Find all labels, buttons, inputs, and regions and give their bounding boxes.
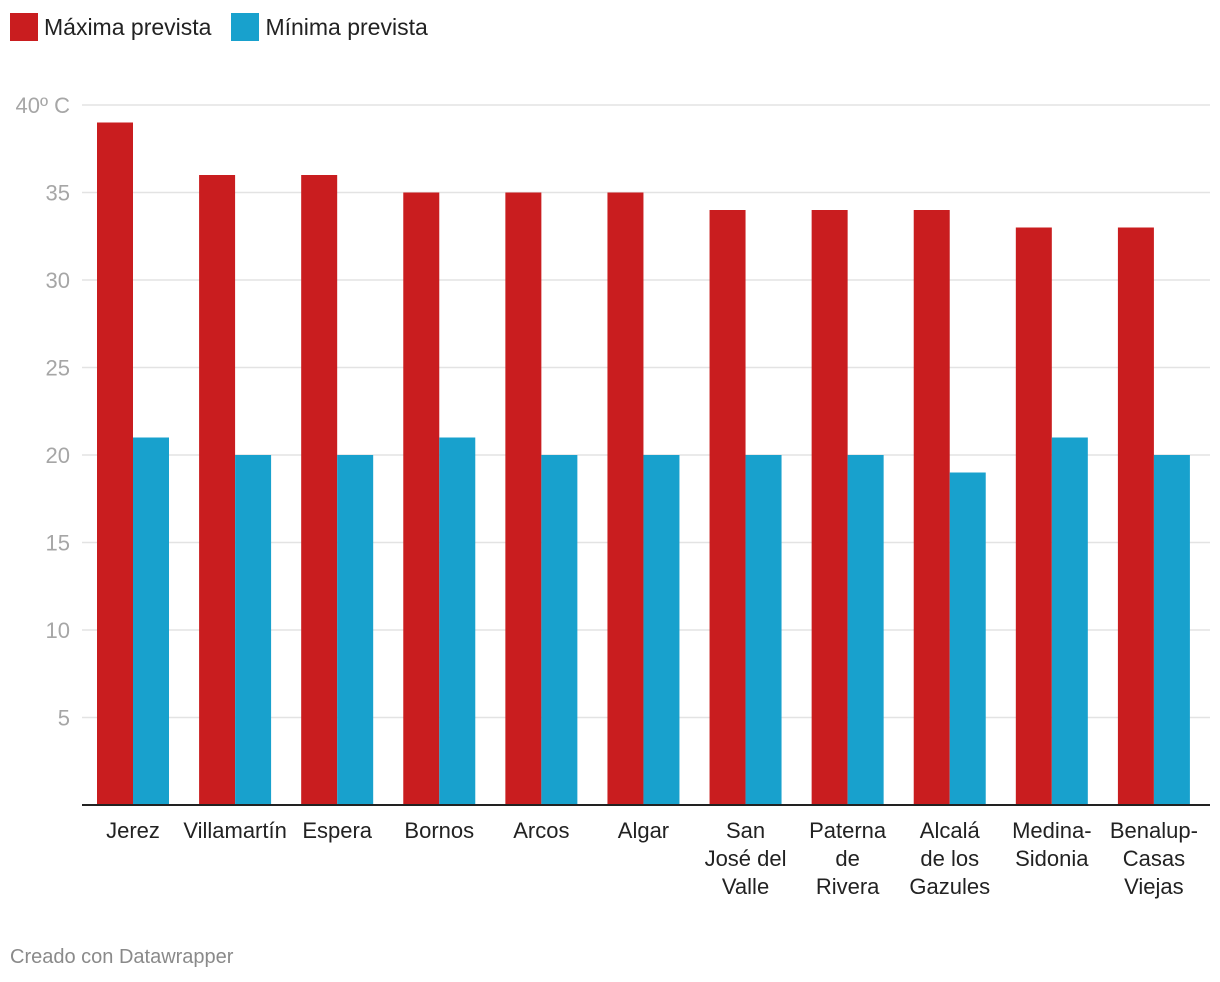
y-tick-label: 30 bbox=[46, 268, 70, 293]
x-tick-label: Paterna de Rivera bbox=[809, 818, 887, 899]
bar-maxima bbox=[1117, 227, 1154, 805]
bar-minima bbox=[847, 455, 884, 805]
legend-item-maxima: Máxima prevista bbox=[10, 13, 211, 41]
bar-minima bbox=[133, 437, 169, 805]
x-tick-label: Algar bbox=[618, 818, 669, 843]
y-tick-label: 25 bbox=[46, 356, 70, 381]
x-tick-label: Medina-Sidonia bbox=[1012, 818, 1091, 871]
bar-maxima bbox=[811, 210, 848, 805]
legend-swatch-maxima bbox=[10, 13, 38, 41]
x-tick-label: Benalup-Casas Viejas bbox=[1110, 818, 1198, 899]
y-tick-label: 35 bbox=[46, 181, 70, 206]
y-tick-label: 15 bbox=[46, 531, 70, 556]
bar-minima bbox=[541, 455, 578, 805]
bar-maxima bbox=[97, 122, 133, 805]
x-tick-label: Bornos bbox=[404, 818, 474, 843]
x-tick-label: Espera bbox=[302, 818, 372, 843]
bar-minima bbox=[337, 455, 374, 805]
bar-maxima bbox=[607, 192, 644, 805]
y-tick-label: 5 bbox=[58, 706, 70, 731]
bar-minima bbox=[439, 437, 476, 805]
legend-label-maxima: Máxima prevista bbox=[44, 13, 212, 40]
x-tick-label: Arcos bbox=[513, 818, 569, 843]
bar-minima bbox=[745, 455, 782, 805]
bar-minima bbox=[643, 455, 680, 805]
bar-maxima bbox=[709, 210, 746, 805]
legend-label-minima: Mínima prevista bbox=[265, 13, 428, 40]
legend: Máxima prevista Mínima prevista bbox=[10, 12, 448, 42]
y-tick-label: 20 bbox=[46, 443, 70, 468]
bar-minima bbox=[235, 455, 272, 805]
bar-maxima bbox=[301, 175, 338, 805]
bar-minima bbox=[1051, 437, 1088, 805]
bar-maxima bbox=[1015, 227, 1052, 805]
bar-maxima bbox=[505, 192, 542, 805]
legend-item-minima: Mínima prevista bbox=[231, 13, 428, 41]
x-tick-label: Jerez bbox=[106, 818, 160, 843]
legend-swatch-minima bbox=[231, 13, 260, 41]
x-tick-label: Villamartín bbox=[183, 818, 287, 843]
bar-maxima bbox=[403, 192, 440, 805]
y-tick-label: 40º C bbox=[15, 93, 70, 118]
x-tick-label: Alcalá de los Gazules bbox=[909, 818, 990, 899]
bar-minima bbox=[949, 472, 986, 805]
x-tick-label: San José del Valle bbox=[705, 818, 787, 899]
bar-minima bbox=[1153, 455, 1190, 805]
bar-maxima bbox=[199, 175, 236, 805]
bar-maxima bbox=[913, 210, 950, 805]
footer-credit: Creado con Datawrapper bbox=[10, 946, 234, 968]
y-tick-label: 10 bbox=[46, 618, 70, 643]
